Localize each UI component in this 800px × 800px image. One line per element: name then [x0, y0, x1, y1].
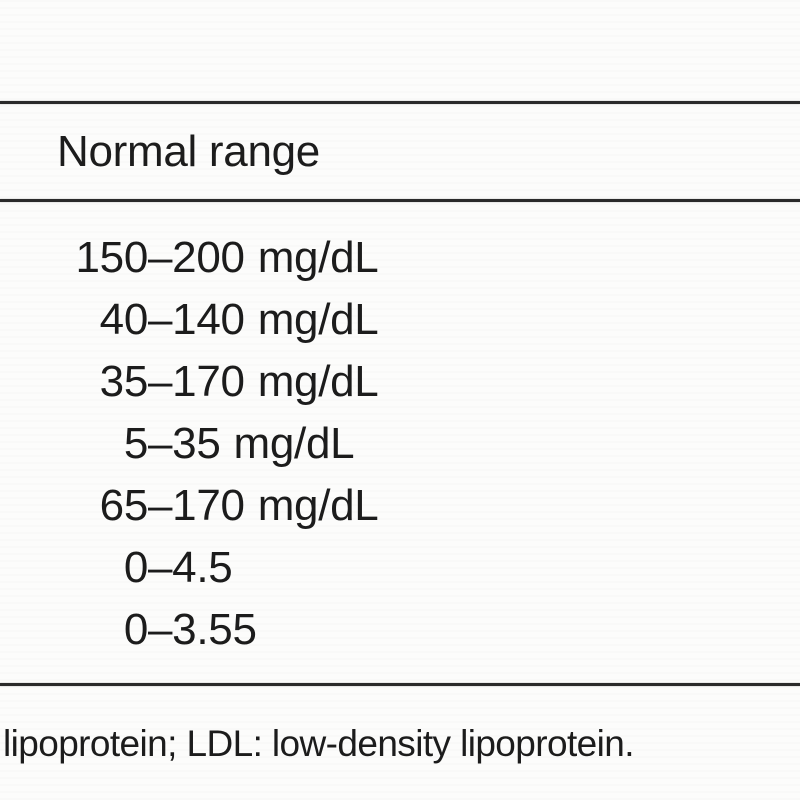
- table-row: 150 – 200 mg/dL: [0, 227, 800, 289]
- table-row: 5 – 35 mg/dL: [0, 413, 800, 475]
- range-high: 170: [172, 481, 245, 530]
- range-unit: mg/dL: [257, 233, 379, 282]
- range-unit: mg/dL: [233, 419, 355, 468]
- header-underline-rule: [0, 199, 800, 202]
- table-row: 65 – 170 mg/dL: [0, 475, 800, 537]
- table-top-rule: [0, 101, 800, 104]
- range-dash: –: [148, 543, 173, 592]
- range-low: 0: [123, 605, 148, 654]
- range-dash: –: [148, 357, 173, 406]
- range-high: 3.55: [172, 605, 257, 654]
- range-dash: –: [148, 481, 173, 530]
- normal-range-column: 150 – 200 mg/dL 40 – 140 mg/dL 35 – 170 …: [0, 227, 800, 661]
- range-high: 35: [172, 419, 221, 468]
- table-row: 0 – 3.55: [0, 599, 800, 661]
- range-unit: mg/dL: [257, 481, 379, 530]
- range-low: 0: [123, 543, 148, 592]
- column-header-normal-range: Normal range: [57, 127, 320, 176]
- range-high: 170: [172, 357, 245, 406]
- table-row: 0 – 4.5: [0, 537, 800, 599]
- range-low: 150: [75, 233, 148, 282]
- range-low: 35: [99, 357, 149, 406]
- range-dash: –: [148, 233, 173, 282]
- range-low: 5: [123, 419, 148, 468]
- range-low: 40: [99, 295, 149, 344]
- range-dash: –: [148, 605, 173, 654]
- range-low: 65: [99, 481, 149, 530]
- range-dash: –: [148, 295, 173, 344]
- range-unit: mg/dL: [257, 357, 379, 406]
- range-high: 4.5: [172, 543, 233, 592]
- table-row: 40 – 140 mg/dL: [0, 289, 800, 351]
- range-high: 200: [172, 233, 245, 282]
- range-dash: –: [148, 419, 173, 468]
- table-row: 35 – 170 mg/dL: [0, 351, 800, 413]
- table-bottom-rule: [0, 683, 800, 686]
- range-high: 140: [172, 295, 245, 344]
- range-unit: mg/dL: [257, 295, 379, 344]
- table-footnote: lipoprotein; LDL: low-density lipoprotei…: [3, 723, 634, 764]
